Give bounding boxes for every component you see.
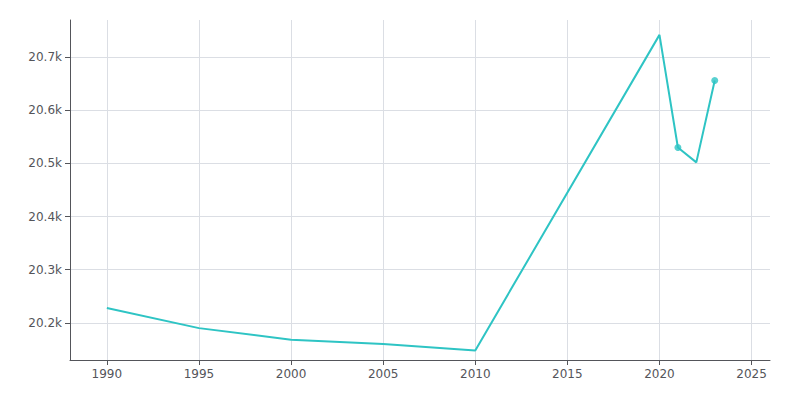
svg-text:2010: 2010 — [460, 367, 491, 381]
svg-text:20.5k: 20.5k — [28, 156, 62, 170]
svg-text:2025: 2025 — [736, 367, 767, 381]
svg-text:20.4k: 20.4k — [28, 210, 62, 224]
svg-text:20.2k: 20.2k — [28, 316, 62, 330]
svg-text:1990: 1990 — [92, 367, 123, 381]
svg-text:20.3k: 20.3k — [28, 263, 62, 277]
svg-text:2000: 2000 — [276, 367, 307, 381]
svg-text:2015: 2015 — [552, 367, 583, 381]
svg-text:1995: 1995 — [184, 367, 215, 381]
svg-text:20.7k: 20.7k — [28, 50, 62, 64]
svg-text:2020: 2020 — [644, 367, 675, 381]
svg-text:2005: 2005 — [368, 367, 399, 381]
svg-text:20.6k: 20.6k — [28, 103, 62, 117]
